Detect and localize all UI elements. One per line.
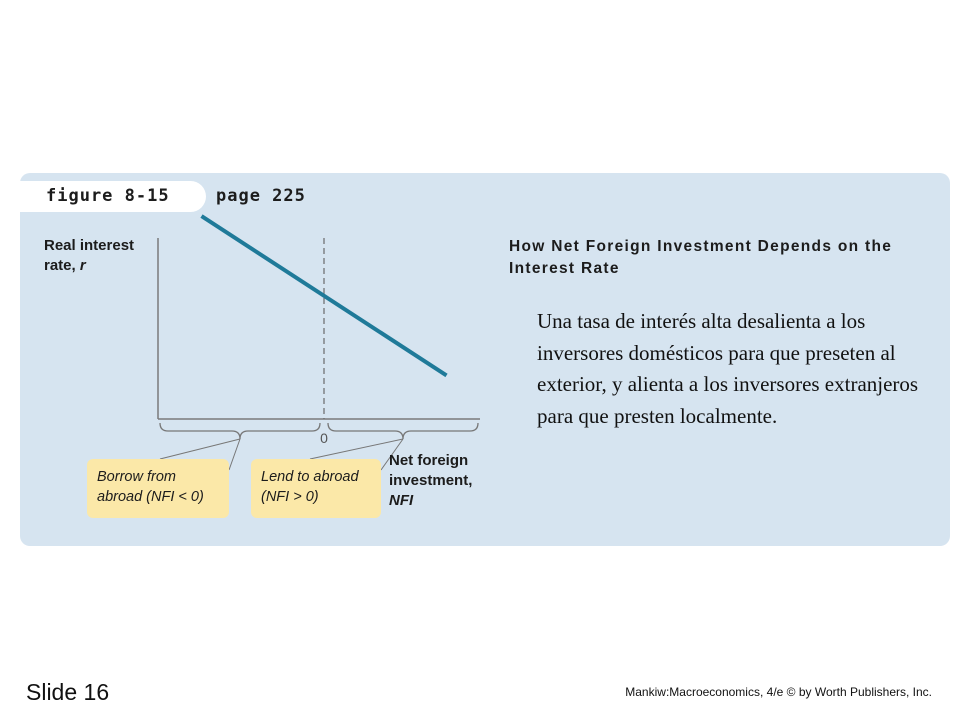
x-axis-label-text: Net foreign investment, xyxy=(389,452,473,489)
slide-number: Slide 16 xyxy=(26,679,110,705)
connector-borrow xyxy=(159,438,241,460)
x-axis-label: Net foreign investment, NFI xyxy=(389,451,489,511)
figure-label: figure 8-15 xyxy=(46,186,170,206)
page-label: page 225 xyxy=(216,186,306,206)
connector-borrow-2 xyxy=(228,438,241,471)
nfi-curve xyxy=(200,214,448,378)
y-axis-variable: r xyxy=(79,257,86,274)
connector-lend-2 xyxy=(380,438,404,471)
y-axis-label-text: Real interest rate, xyxy=(44,237,135,274)
connector-lend xyxy=(309,438,404,460)
credit-line: Mankiw:Macroeconomics, 4/e © by Worth Pu… xyxy=(625,685,932,699)
zero-tick-label: 0 xyxy=(320,430,328,446)
y-axis-label: Real interest rate, r xyxy=(44,236,154,276)
x-axis-variable: NFI xyxy=(389,492,414,509)
figure-tab xyxy=(20,181,206,212)
brace-negative xyxy=(159,422,321,440)
body-text: Una tasa de interés alta desalienta a lo… xyxy=(537,309,919,428)
lend-note: Lend to abroad (NFI > 0) xyxy=(251,459,381,518)
brace-positive xyxy=(327,422,479,440)
borrow-note: Borrow from abroad (NFI < 0) xyxy=(87,459,229,518)
figure-title: How Net Foreign Investment Depends on th… xyxy=(509,238,893,277)
